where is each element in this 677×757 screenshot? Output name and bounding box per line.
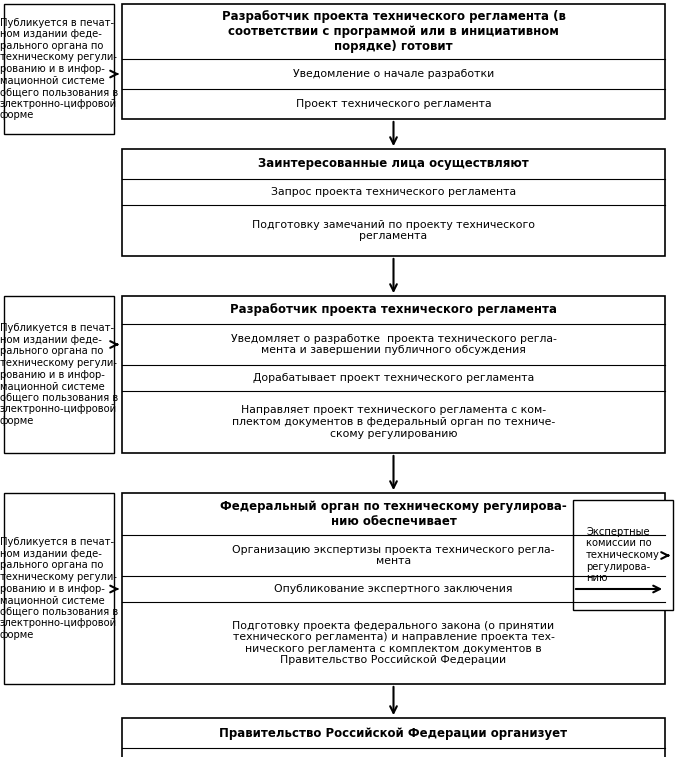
Bar [122,493,665,684]
Bar [4,4,114,134]
Text: Дорабатывает проект технического регламента: Дорабатывает проект технического регламе… [253,373,534,383]
Bar [122,4,665,119]
Text: Публикуется в печат-
ном издании феде-
рального органа по
техническому регули-
р: Публикуется в печат- ном издании феде- р… [0,537,118,640]
Text: Проект технического регламента: Проект технического регламента [296,99,492,109]
Text: Опубликование экспертного заключения: Опубликование экспертного заключения [274,584,512,594]
Text: Правительство Российской Федерации организует: Правительство Российской Федерации орган… [219,727,567,740]
Text: Публикуется в печат-
ном издании феде-
рального органа по
техническому регули-
р: Публикуется в печат- ном издании феде- р… [0,323,118,426]
Bar [122,718,665,757]
Text: Уведомляет о разработке  проекта технического регла-
мента и завершении публично: Уведомляет о разработке проекта техничес… [231,334,556,355]
Bar [573,500,673,610]
Bar [122,149,665,256]
Text: Уведомление о начале разработки: Уведомление о начале разработки [293,69,494,79]
Bar [122,296,665,453]
Text: Подготовку проекта федерального закона (о принятии
технического регламента) и на: Подготовку проекта федерального закона (… [232,621,554,665]
Text: Разработчик проекта технического регламента: Разработчик проекта технического регламе… [230,304,557,316]
Text: Публикуется в печат-
ном издании феде-
рального органа по
техническому регули-
р: Публикуется в печат- ном издании феде- р… [0,17,118,120]
Text: Подготовку замечаний по проекту технического
регламента: Подготовку замечаний по проекту техничес… [252,220,535,241]
Bar [4,493,114,684]
Text: Экспертные
комиссии по
техническому
регулирова-
нию: Экспертные комиссии по техническому регу… [586,527,660,583]
Text: Направляет проект технического регламента с ком-
плектом документов в федеральны: Направляет проект технического регламент… [232,406,555,438]
Text: Организацию экспертизы проекта технического регла-
мента: Организацию экспертизы проекта техническ… [232,545,554,566]
Bar [4,296,114,453]
Text: Запрос проекта технического регламента: Запрос проекта технического регламента [271,187,516,197]
Text: Заинтересованные лица осуществляют: Заинтересованные лица осуществляют [258,157,529,170]
Text: Разработчик проекта технического регламента (в
соответствии с программой или в и: Разработчик проекта технического регламе… [221,10,565,53]
Text: Федеральный орган по техническому регулирова-
нию обеспечивает: Федеральный орган по техническому регули… [220,500,567,528]
